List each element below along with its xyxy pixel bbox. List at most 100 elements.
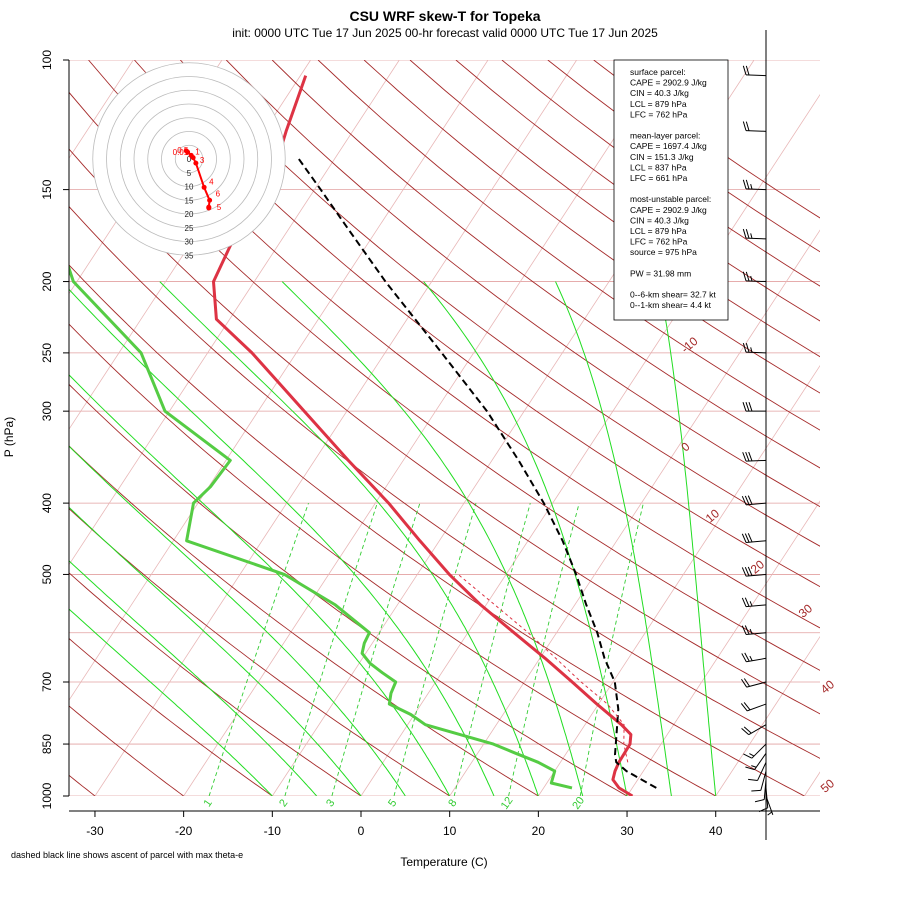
stat-line: LCL = 837 hPa [630,162,687,172]
hodograph-ring [106,76,272,242]
stat-line: PW = 31.98 mm [630,268,691,278]
dry-adiabat-line [69,148,820,715]
dry-adiabat-line [69,91,820,671]
y-tick-label: 700 [40,672,54,692]
hodograph-point [193,160,199,166]
hodograph-point-label: 5 [217,203,222,212]
x-tick-label: 0 [358,824,365,838]
y-tick-label: 200 [40,271,54,291]
chart-title: CSU WRF skew-T for Topeka [349,8,540,24]
chart-subtitle: init: 0000 UTC Tue 17 Jun 2025 00-hr for… [232,26,658,40]
wind-barb [742,179,767,191]
moist-adiabat-line [555,281,672,796]
wind-barb [745,753,767,771]
stat-line: 0--1-km shear= 4.4 kt [630,300,712,310]
virtual-profile-line [457,574,629,763]
wind-barb [748,762,767,781]
y-tick-label: 150 [40,179,54,199]
wind-barb [741,625,767,635]
hodograph-ring-label: 0 [187,155,192,164]
dry-adiabat-line [69,445,539,796]
dry-adiabat-line [69,705,184,796]
dry-adiabat-line [271,60,820,469]
dry-adiabat-line [69,383,628,796]
y-tick-label: 100 [40,50,54,70]
stat-line: LFC = 762 hPa [630,237,688,247]
isotherm-line [94,60,578,796]
hodograph-point [190,155,196,161]
stat-line: CIN = 151.3 J/kg [630,152,694,162]
y-tick-label: 850 [40,734,54,754]
dry-adiabat-line [69,205,820,759]
isotherm-line [69,60,400,566]
wind-barb [741,533,767,544]
x-axis-label: Temperature (C) [400,855,487,869]
wind-barb [741,597,767,608]
mixing-ratio-label: 8 [446,797,459,809]
dry-adiabat-line [409,60,820,358]
hodograph-point-label: 0.5 [177,146,189,155]
isotherm-label: 30 [796,601,815,621]
hodograph-ring [92,62,286,256]
dry-adiabat-line [179,60,820,547]
wind-barb [742,342,767,354]
wind-barb [742,228,767,240]
isotherm-line [715,635,820,796]
hodograph-ring [147,117,231,201]
wind-barb [741,724,767,736]
wind-barbs [740,30,774,840]
mixing-ratio-line [453,502,531,796]
dry-adiabat-line [69,508,450,796]
y-tick-label: 250 [40,343,54,363]
hodograph-point [201,184,207,190]
y-tick-label: 300 [40,401,54,421]
isotherm-line [183,60,666,796]
moist-adiabat-line [69,445,406,796]
stat-line: CIN = 40.3 J/kg [630,88,689,98]
footnote: dashed black line shows ascent of parcel… [11,850,243,860]
mixing-ratio-line [508,502,580,796]
isotherm-label: 40 [818,677,837,697]
hodograph-ring [133,103,245,215]
x-tick-label: 40 [709,824,723,838]
mixing-ratio-label: 3 [324,797,337,809]
hodograph-ring-label: 15 [185,196,194,205]
wind-barb [741,495,767,506]
x-tick-label: -30 [86,824,104,838]
mixing-ratio-label: 2 [277,797,290,809]
isotherm-line [449,229,820,796]
hodograph-ring-label: 30 [185,238,194,247]
hodograph-ring-label: 10 [185,183,194,192]
stat-line: CIN = 40.3 J/kg [630,215,689,225]
y-tick-label: 500 [40,564,54,584]
moist-adiabat-line [69,506,362,796]
x-tick-label: -20 [175,824,193,838]
wind-barb [742,402,766,412]
mixing-ratio-label: 20 [570,795,587,812]
stat-line: mean-layer parcel: [630,131,700,141]
diagram-grid [69,60,820,796]
dry-adiabat-line [317,60,820,431]
stat-line: LFC = 762 hPa [630,109,688,119]
stat-line: surface parcel: [630,67,686,77]
stat-line: CAPE = 2902.9 J/kg [630,78,707,88]
x-tick-label: -10 [264,824,282,838]
dry-adiabat-line [69,637,273,796]
temperature-profile-line [212,75,634,796]
stat-line: source = 975 hPa [630,247,697,257]
stat-line: 0--6-km shear= 32.7 kt [630,290,716,300]
isotherm-label: 50 [818,776,837,796]
wind-barb [743,743,767,759]
wind-barb [742,271,767,283]
hodograph: 0 5 10 15 20 25 30 35 0.50.01 13 46 5 [92,62,286,260]
isotherm-line [538,364,820,796]
hodograph-point-label: 3 [200,156,205,165]
mixing-ratio-label: 12 [499,795,516,812]
y-tick-label: 1000 [40,782,54,809]
hodograph-ring [174,144,204,174]
stat-line: CAPE = 1697.4 J/kg [630,141,707,151]
stat-line: most-unstable parcel: [630,194,711,204]
hodograph-ring [161,131,217,187]
moist-adiabat-line [658,281,717,796]
isotherm-line [626,500,820,796]
